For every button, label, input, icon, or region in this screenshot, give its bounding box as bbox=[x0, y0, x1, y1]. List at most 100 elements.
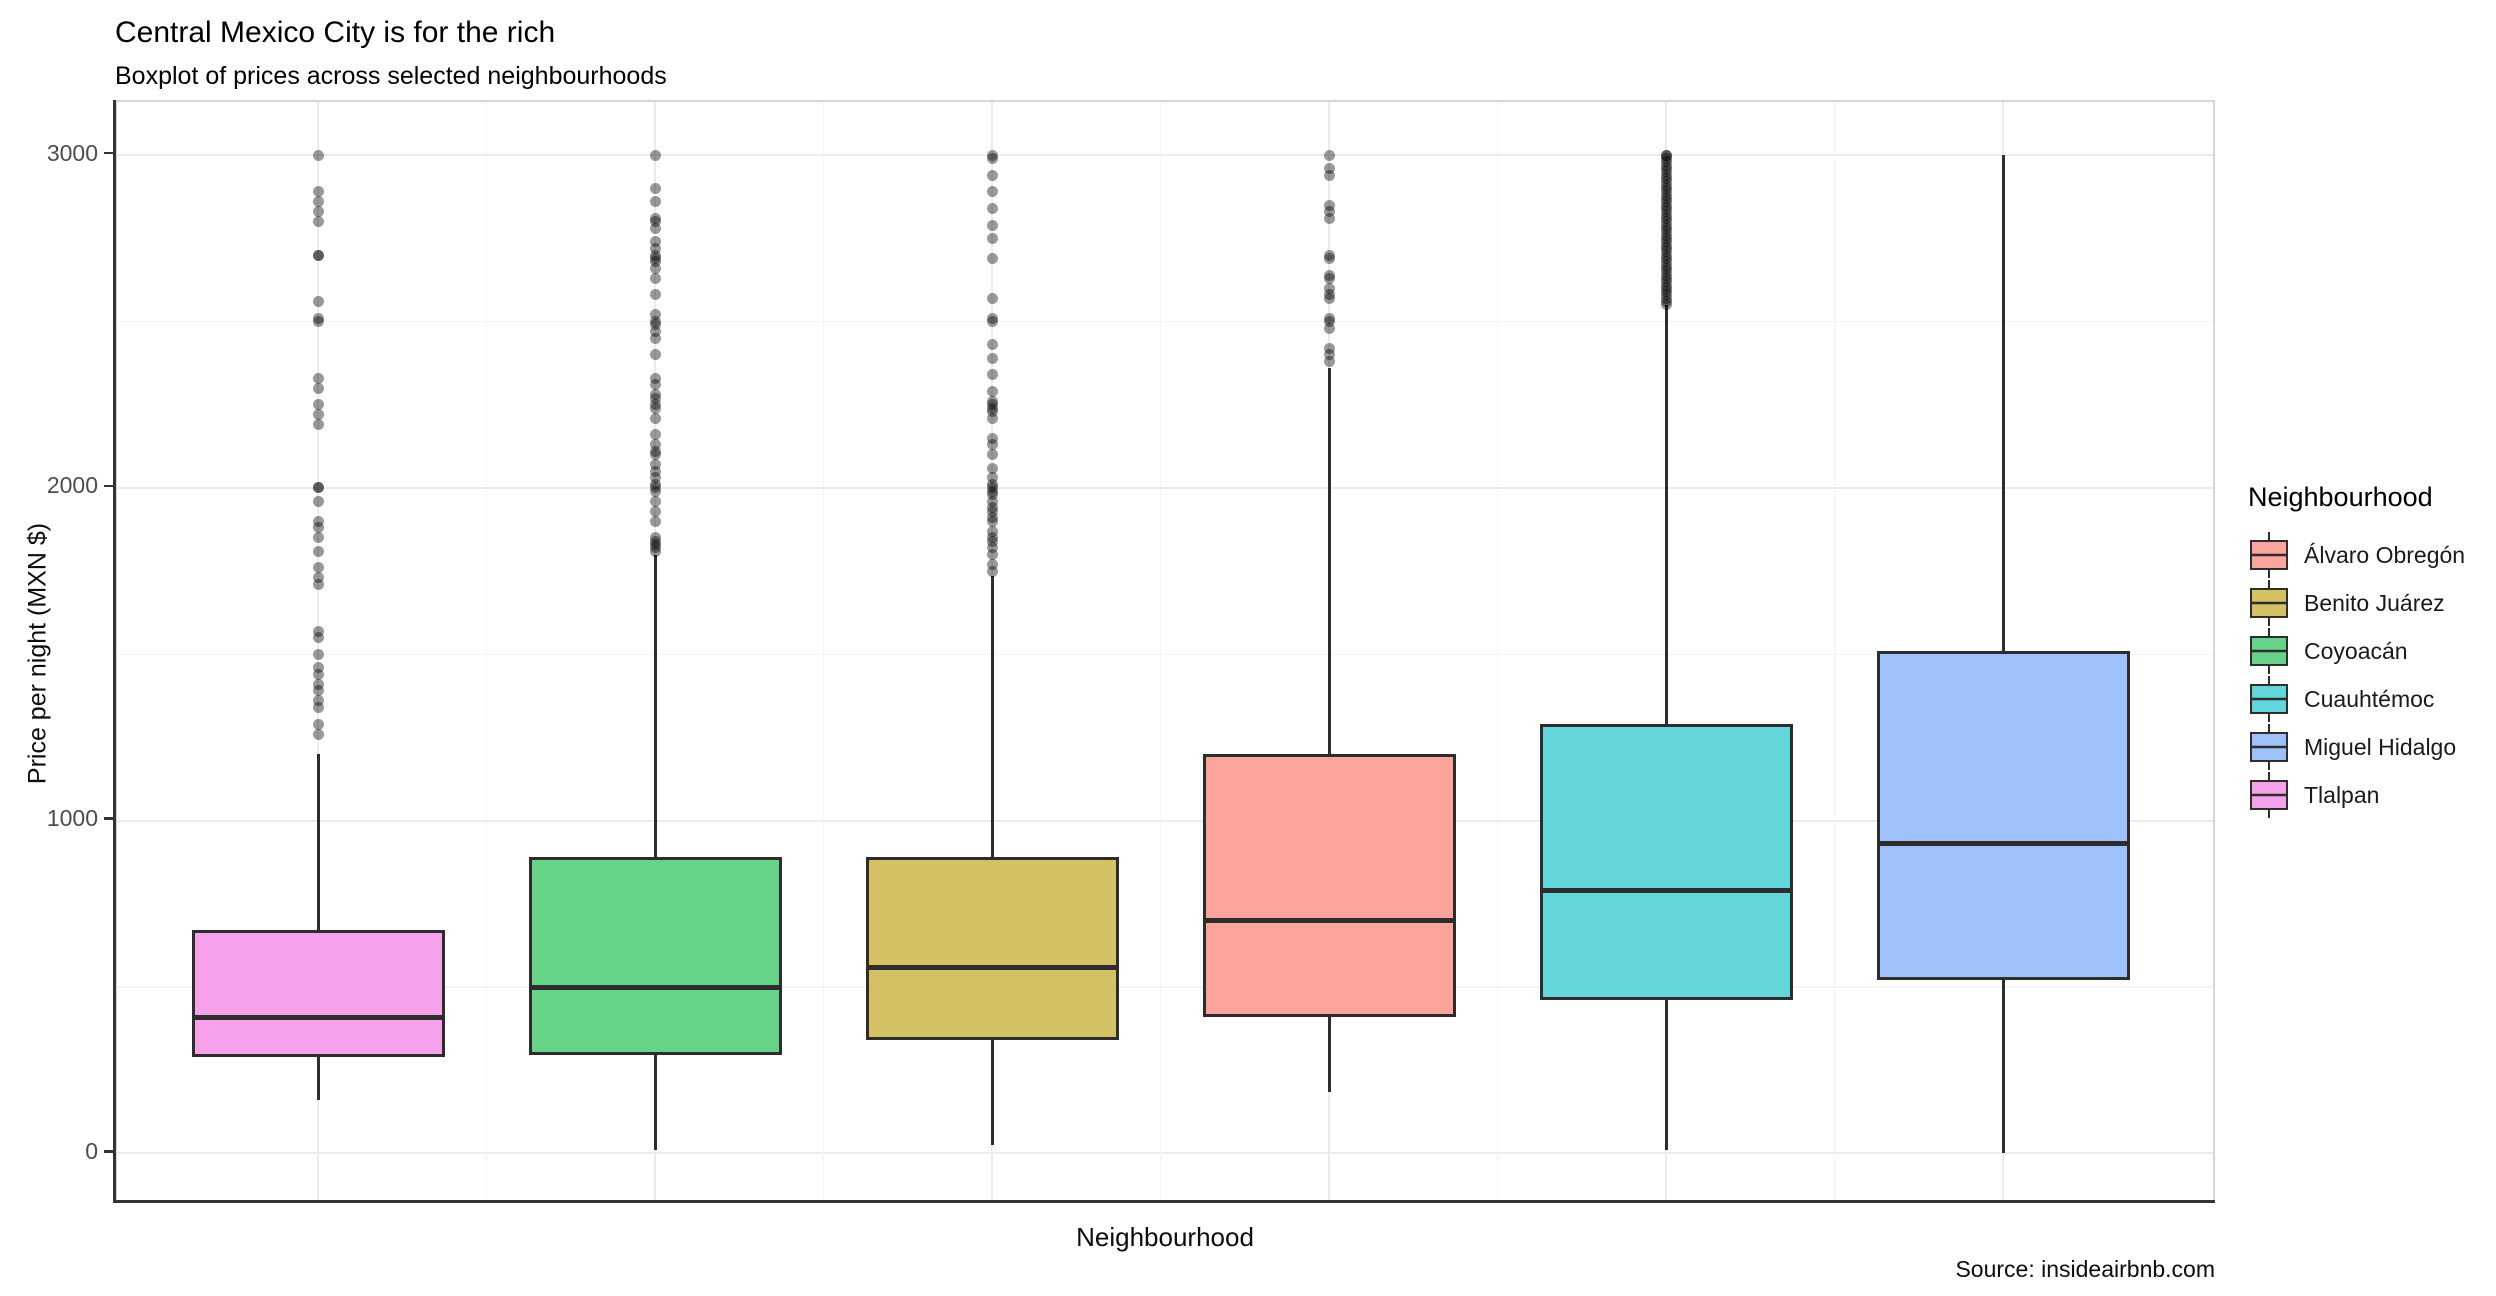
chart-title: Central Mexico City is for the rich bbox=[115, 16, 556, 49]
outlier-point bbox=[312, 702, 324, 714]
outlier-point bbox=[1323, 169, 1335, 181]
outlier-point bbox=[1323, 282, 1335, 294]
outlier-point bbox=[986, 202, 998, 214]
outlier-point bbox=[1660, 222, 1672, 234]
outlier-point bbox=[986, 489, 998, 501]
chart-subtitle: Boxplot of prices across selected neighb… bbox=[115, 62, 667, 90]
outlier-point bbox=[1660, 276, 1672, 288]
outlier-point bbox=[986, 532, 998, 544]
outlier-point bbox=[986, 439, 998, 451]
outlier-point bbox=[1323, 252, 1335, 264]
outlier-point bbox=[986, 186, 998, 198]
legend-key-boxplot-icon bbox=[2250, 628, 2288, 674]
iqr-box bbox=[1876, 651, 2130, 981]
outlier-point bbox=[312, 562, 324, 574]
lower-whisker bbox=[2001, 980, 2005, 1154]
outlier-point bbox=[649, 389, 661, 401]
outlier-point bbox=[986, 339, 998, 351]
outlier-point bbox=[649, 216, 661, 228]
outlier-point bbox=[649, 495, 661, 507]
outlier-point bbox=[1660, 199, 1672, 211]
legend: Neighbourhood Álvaro Obregón Benito Juáre… bbox=[2248, 482, 2494, 823]
outlier-point bbox=[986, 535, 998, 547]
outlier-point bbox=[649, 326, 661, 338]
outlier-point bbox=[312, 249, 324, 261]
outlier-point bbox=[1323, 292, 1335, 304]
outlier-point bbox=[1660, 209, 1672, 221]
iqr-box bbox=[1202, 754, 1456, 1017]
x-minor-gridline bbox=[485, 102, 488, 1201]
lower-whisker bbox=[653, 1055, 657, 1151]
x-minor-gridline bbox=[1159, 102, 1162, 1201]
outlier-point bbox=[312, 495, 324, 507]
outlier-point bbox=[312, 625, 324, 637]
outlier-point bbox=[986, 485, 998, 497]
outlier-point bbox=[1660, 239, 1672, 251]
median-line bbox=[1876, 841, 2130, 847]
outlier-point bbox=[1660, 156, 1672, 168]
legend-item-label: Benito Juárez bbox=[2304, 589, 2445, 616]
outlier-point bbox=[1660, 212, 1672, 224]
outlier-point bbox=[1323, 149, 1335, 161]
outlier-point bbox=[1660, 183, 1672, 194]
outlier-point bbox=[649, 412, 661, 424]
outlier-point bbox=[649, 316, 661, 328]
outlier-point bbox=[1660, 149, 1672, 161]
outlier-point bbox=[649, 542, 661, 554]
outlier-point bbox=[986, 449, 998, 461]
outlier-point bbox=[1660, 192, 1672, 204]
outlier-point bbox=[312, 419, 324, 431]
outlier-point bbox=[649, 485, 661, 497]
legend-item: Álvaro Obregón bbox=[2248, 532, 2494, 578]
outlier-point bbox=[649, 319, 661, 331]
x-minor-gridline bbox=[1833, 102, 1836, 1201]
outlier-point bbox=[649, 479, 661, 491]
plot-panel bbox=[115, 100, 2215, 1203]
outlier-point bbox=[1323, 163, 1335, 175]
upper-whisker bbox=[1664, 304, 1668, 725]
outlier-point bbox=[1660, 236, 1672, 248]
outlier-point bbox=[986, 505, 998, 517]
outlier-point bbox=[986, 482, 998, 494]
outlier-point bbox=[312, 522, 324, 534]
outlier-point bbox=[1323, 342, 1335, 354]
outlier-point bbox=[986, 385, 998, 397]
outlier-point bbox=[986, 512, 998, 524]
y-minor-gridline bbox=[117, 653, 2213, 656]
outlier-point bbox=[1660, 206, 1672, 218]
outlier-point bbox=[312, 685, 324, 697]
outlier-point bbox=[986, 219, 998, 231]
outlier-point bbox=[649, 532, 661, 544]
outlier-point bbox=[649, 196, 661, 208]
outlier-point bbox=[1660, 226, 1672, 238]
y-major-gridline bbox=[117, 154, 2213, 157]
outlier-point bbox=[649, 272, 661, 284]
outlier-point bbox=[649, 392, 661, 404]
outlier-point bbox=[649, 256, 661, 268]
outlier-point bbox=[649, 379, 661, 391]
outlier-point bbox=[1660, 252, 1672, 264]
outlier-point bbox=[1660, 262, 1672, 274]
outlier-point bbox=[986, 565, 998, 577]
outlier-point bbox=[1323, 249, 1335, 261]
iqr-box bbox=[528, 857, 782, 1056]
outlier-point bbox=[1660, 173, 1672, 185]
upper-whisker bbox=[1327, 368, 1331, 755]
iqr-box bbox=[191, 930, 445, 1057]
outlier-point bbox=[312, 186, 324, 198]
outlier-point bbox=[312, 149, 324, 161]
lower-whisker bbox=[1327, 1017, 1331, 1092]
outlier-point bbox=[986, 395, 998, 407]
outlier-point bbox=[1323, 312, 1335, 324]
outlier-point bbox=[1660, 216, 1672, 228]
x-axis-line bbox=[113, 1200, 2215, 1203]
outlier-point bbox=[1660, 266, 1672, 278]
outlier-point bbox=[649, 439, 661, 451]
outlier-point bbox=[986, 479, 998, 491]
outlier-point bbox=[312, 532, 324, 544]
outlier-point bbox=[986, 542, 998, 554]
outlier-point bbox=[1323, 322, 1335, 334]
outlier-point bbox=[649, 249, 661, 261]
outlier-point bbox=[312, 316, 324, 328]
outlier-point bbox=[1660, 163, 1672, 175]
